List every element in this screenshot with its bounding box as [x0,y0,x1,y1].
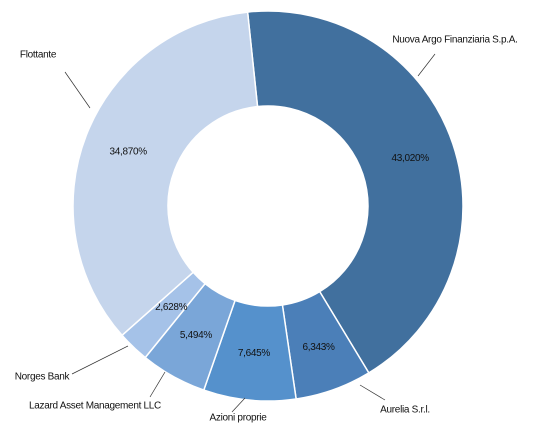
value-label: 43,020% [391,153,429,164]
value-label: 5,494% [180,330,213,341]
category-label: Lazard Asset Management LLC [29,401,161,412]
leader-line [359,384,386,401]
leader-line [149,371,166,398]
leader-line [64,71,91,109]
donut-slice [72,11,259,337]
category-label: Azioni proprie [210,413,268,423]
value-label: 7,645% [238,348,271,359]
leader-line [231,397,246,413]
category-label: Aurelia S.r.l. [380,405,430,416]
donut-slice [246,10,464,374]
category-label: Nuova Argo Finanziaria S.p.A. [392,35,517,46]
leader-line [71,345,129,375]
category-label: Norges Bank [15,372,71,383]
category-label: Flottante [20,50,57,61]
value-label: 2,628% [155,302,188,313]
value-label: 6,343% [303,342,336,353]
leader-line [417,53,436,77]
value-label: 34,870% [109,146,147,157]
